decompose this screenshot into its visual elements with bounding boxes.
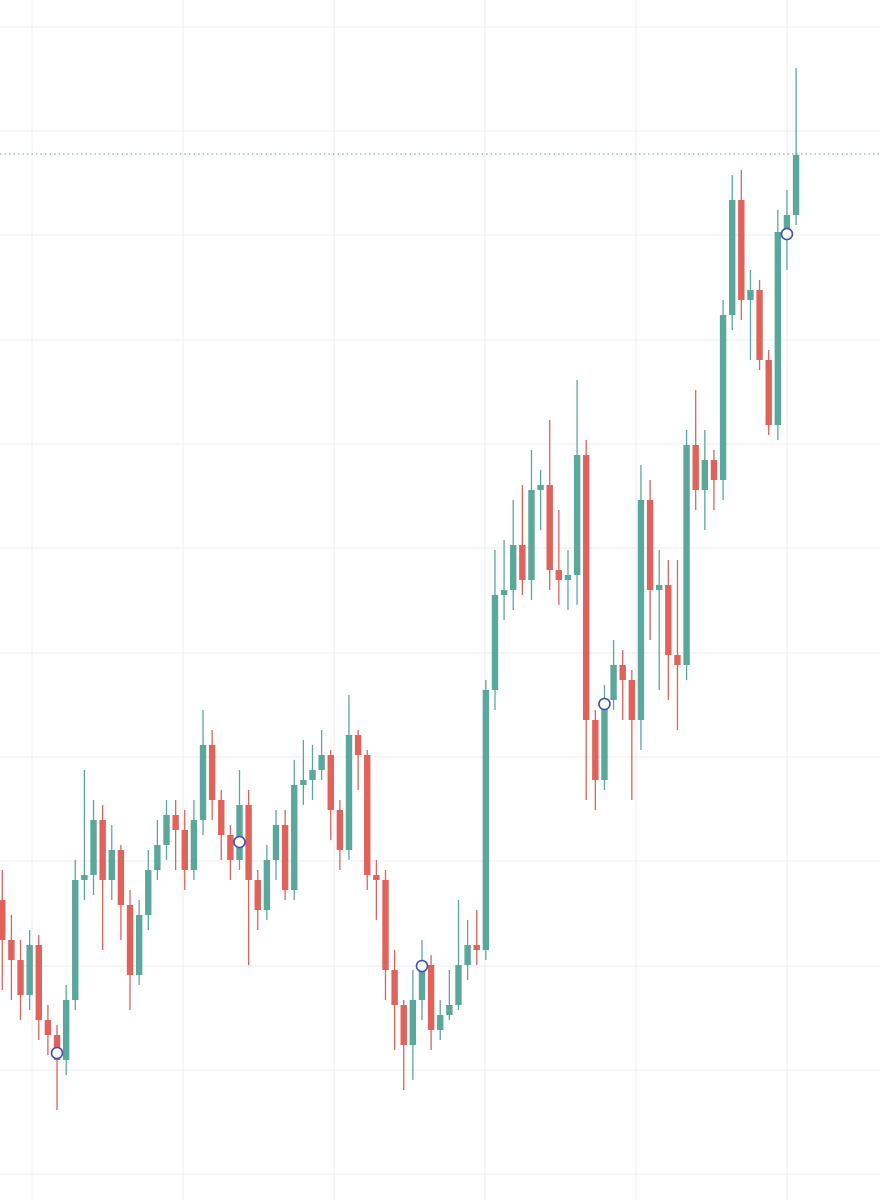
candle-body	[135, 915, 143, 975]
candle-body	[783, 215, 791, 232]
candle-body	[592, 720, 599, 780]
candle-body	[482, 690, 490, 950]
candle-body	[44, 1020, 52, 1035]
candle-body	[373, 875, 380, 880]
candle-body	[573, 455, 581, 575]
candle-body	[792, 155, 800, 215]
candle-body	[728, 200, 736, 315]
candle-body	[163, 815, 170, 845]
candle-body	[145, 870, 152, 915]
candle-body	[510, 545, 517, 590]
candle-body	[354, 735, 362, 755]
candle-body	[537, 485, 544, 490]
candle-body	[719, 315, 727, 480]
candle-body	[637, 500, 645, 720]
candle-body	[701, 460, 709, 490]
candle-body	[0, 900, 6, 940]
candle-body	[665, 585, 672, 655]
candle-body	[455, 965, 462, 1005]
candle-body	[99, 820, 106, 880]
candle-body	[674, 655, 681, 665]
candle-body	[154, 845, 161, 870]
candle-body	[117, 850, 125, 905]
candle-body	[628, 680, 636, 720]
candle-body	[8, 940, 15, 960]
candle-body	[318, 755, 325, 770]
candle-body	[400, 1005, 407, 1045]
candle-body	[646, 500, 654, 590]
candle-body	[364, 755, 371, 875]
candle-body	[546, 485, 553, 570]
candle-body	[272, 825, 280, 860]
event-marker	[780, 227, 794, 241]
event-marker	[50, 1046, 64, 1060]
candle-body	[528, 490, 535, 580]
candle-body	[692, 445, 699, 490]
candle-body	[108, 850, 115, 880]
candle-body	[601, 700, 608, 780]
candle-body	[26, 945, 33, 995]
candle-body	[254, 880, 261, 910]
candle-body	[583, 455, 590, 720]
candle-body	[683, 445, 690, 665]
candle-body	[710, 460, 718, 480]
candle-body	[446, 1005, 453, 1015]
event-marker	[415, 959, 429, 973]
candle-body	[291, 785, 298, 890]
candle-body	[555, 570, 563, 580]
candle-body	[519, 545, 526, 580]
candle-body	[738, 200, 745, 300]
candle-body	[391, 970, 398, 1005]
candle-body	[281, 825, 289, 890]
candle-body	[473, 945, 480, 950]
candle-body	[327, 755, 334, 810]
candle-body	[181, 830, 188, 870]
candle-body	[336, 810, 344, 850]
candle-body	[35, 945, 42, 1020]
candle-body	[345, 735, 353, 850]
candle-body	[418, 965, 426, 1000]
candle-body	[464, 945, 471, 965]
candle-body	[208, 745, 216, 800]
candle-body	[619, 665, 626, 680]
candle-body	[500, 590, 508, 595]
candle-body	[656, 585, 663, 590]
candle-body	[300, 780, 307, 785]
candle-body	[491, 595, 499, 690]
candle-body	[172, 815, 179, 830]
candle-body	[263, 860, 271, 910]
candle-body	[564, 575, 572, 580]
candle-body	[437, 1015, 444, 1030]
candle-body	[610, 665, 617, 700]
candle-body	[190, 820, 198, 870]
candle-body	[17, 960, 24, 995]
candle-body	[126, 905, 134, 975]
candle-body	[774, 232, 782, 425]
candle-body	[90, 820, 97, 875]
candle-body	[409, 1000, 417, 1045]
candle-body	[218, 800, 225, 835]
candle-body	[427, 965, 435, 1030]
event-marker	[598, 697, 611, 711]
candle-body	[236, 805, 243, 860]
candle-body	[765, 360, 772, 425]
candle-body	[756, 290, 763, 360]
candle-body	[62, 1000, 70, 1060]
candle-body	[199, 745, 207, 820]
candle-body	[81, 875, 88, 880]
candle-body	[382, 880, 389, 970]
candle-body	[245, 805, 252, 880]
event-marker	[233, 835, 246, 849]
candle-body	[227, 835, 234, 860]
candle-body	[72, 880, 79, 1000]
candle-body	[309, 770, 316, 780]
candle-body	[747, 290, 754, 300]
